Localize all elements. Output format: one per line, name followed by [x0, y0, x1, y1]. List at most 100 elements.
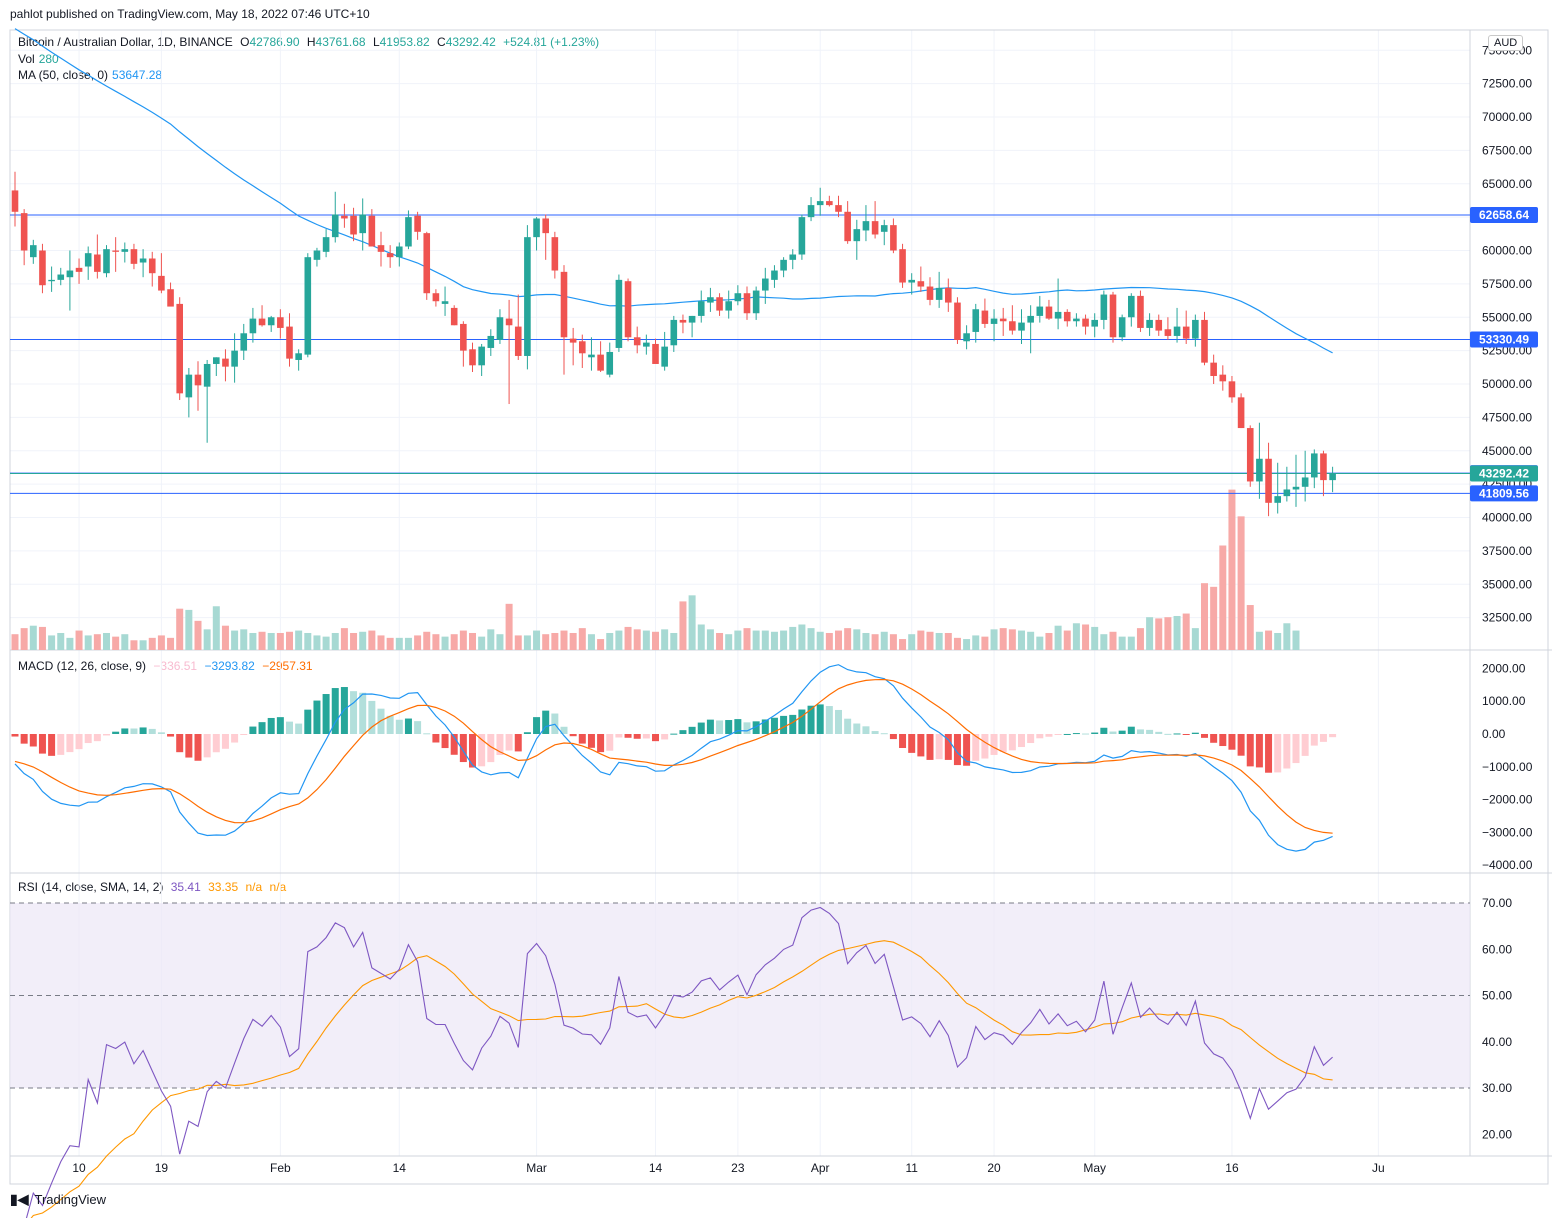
- volume-bar: [587, 634, 595, 650]
- high-label: H: [306, 35, 316, 49]
- candle-body: [880, 225, 888, 232]
- macd-histogram-bar: [185, 734, 193, 758]
- candle-body: [734, 293, 742, 302]
- time-tick-label: 16: [1225, 1161, 1239, 1175]
- candle-body: [121, 249, 129, 252]
- candle-body: [94, 254, 101, 272]
- macd-histogram-bar: [816, 704, 824, 734]
- candle-body: [560, 271, 568, 338]
- macd-histogram-bar: [496, 734, 504, 755]
- macd-histogram-bar: [1082, 733, 1090, 735]
- volume-bar: [1292, 630, 1300, 650]
- macd-histogram-bar: [862, 726, 870, 734]
- volume-legend: Vol 280: [18, 52, 63, 66]
- macd-histogram-bar: [615, 734, 623, 738]
- time-tick-label: Ju: [1372, 1161, 1385, 1175]
- rsi-label: RSI (14, close, SMA, 14, 2): [18, 880, 164, 894]
- volume-bar: [1127, 636, 1135, 650]
- macd-histogram-bar: [597, 734, 605, 753]
- last-price-label-bg: [1470, 465, 1538, 482]
- macd-histogram-bar: [825, 706, 833, 734]
- candle-body: [972, 309, 980, 332]
- candle-body: [249, 318, 257, 334]
- candle: [39, 243, 46, 294]
- candle: [121, 242, 129, 263]
- candle-body: [789, 254, 797, 260]
- macd-histogram-bar: [835, 709, 842, 734]
- candle-body: [1018, 322, 1025, 331]
- volume-bar: [1237, 516, 1245, 650]
- volume-bar: [221, 625, 229, 650]
- candle-body: [551, 237, 559, 271]
- time-tick-label: May: [1083, 1161, 1106, 1175]
- vol-value: 280: [38, 52, 59, 66]
- candle: [862, 205, 870, 242]
- candle-body: [148, 258, 156, 274]
- currency-badge[interactable]: AUD: [1488, 35, 1524, 51]
- macd-histogram-bar: [478, 734, 486, 767]
- candle: [20, 209, 28, 266]
- macd-histogram-bar: [770, 717, 778, 734]
- macd-histogram-bar: [441, 734, 449, 749]
- candle: [880, 219, 888, 246]
- candle-body: [615, 279, 623, 348]
- macd-histogram-bar: [1018, 734, 1025, 748]
- candle-body: [496, 317, 504, 340]
- candle: [697, 290, 705, 323]
- candle-body: [304, 257, 312, 355]
- macd-histogram-bar: [1201, 734, 1208, 738]
- macd-histogram-bar: [670, 733, 678, 735]
- level-price-label: 41809.56: [1479, 486, 1529, 500]
- volume-bar: [240, 629, 248, 650]
- volume-bar: [75, 630, 83, 650]
- volume-bar: [212, 606, 220, 650]
- volume-bar: [1255, 631, 1263, 650]
- macd-histogram-bar: [148, 728, 156, 734]
- volume-bar: [1246, 605, 1254, 650]
- macd-histogram-bar: [688, 726, 696, 734]
- candle: [524, 225, 531, 370]
- candle-body: [1274, 496, 1281, 503]
- volume-bar: [606, 632, 614, 650]
- rsi-line: [25, 906, 1333, 1218]
- macd-histogram-bar: [386, 715, 394, 734]
- candle-body: [826, 201, 833, 206]
- macd-histogram-bar: [972, 734, 980, 761]
- rsi-tick-label: 40.00: [1482, 1035, 1512, 1049]
- macd-histogram-bar: [899, 734, 907, 748]
- candle-body: [963, 333, 970, 342]
- candle: [1256, 422, 1263, 499]
- volume-bar: [889, 634, 897, 650]
- candle: [1164, 317, 1172, 340]
- candle-body: [487, 335, 495, 348]
- candle: [762, 267, 769, 304]
- candle: [1283, 466, 1291, 502]
- volume-bar: [157, 635, 165, 650]
- volume-bar: [551, 632, 559, 650]
- macd-histogram-bar: [633, 734, 641, 739]
- candle-body: [725, 301, 732, 311]
- candle: [1045, 299, 1053, 320]
- candle: [148, 251, 156, 287]
- symbol-legend: Bitcoin / Australian Dollar, 1D, BINANCE…: [18, 35, 603, 49]
- macd-line-value: −3293.82: [204, 659, 255, 673]
- candle: [112, 237, 119, 272]
- macd-histogram-bar: [917, 734, 925, 757]
- candle: [30, 239, 37, 264]
- volume-bar: [917, 630, 925, 650]
- volume-bar: [148, 637, 156, 650]
- candle: [954, 297, 961, 344]
- macd-histogram-bar: [1191, 732, 1199, 734]
- candle-body: [405, 217, 412, 247]
- volume-bar: [1045, 632, 1053, 650]
- candle-body: [258, 318, 266, 326]
- rsi-tick-label: 30.00: [1482, 1081, 1512, 1095]
- macd-histogram-bar: [1274, 734, 1282, 773]
- macd-histogram-bar: [1246, 734, 1254, 767]
- macd-histogram-bar: [642, 734, 650, 739]
- candle: [798, 214, 806, 260]
- candle-body: [1329, 473, 1336, 481]
- candle: [1311, 449, 1318, 489]
- candle-body: [633, 337, 641, 346]
